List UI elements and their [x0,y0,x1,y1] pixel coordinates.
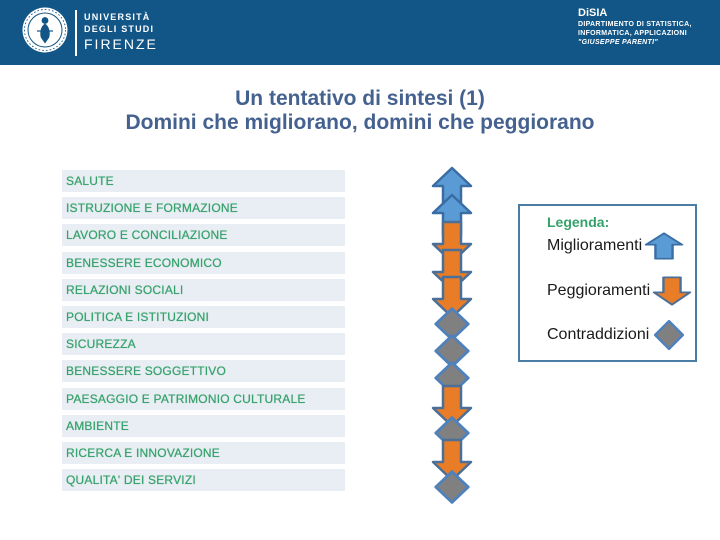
legend-item-contraddizioni: Contraddizioni [547,317,695,353]
domain-row-paesaggio-e-patrimonio-culturale: PAESAGGIO E PATRIMONIO CULTURALE [62,387,345,410]
university-name-line1: UNIVERSITÀ [84,12,151,22]
domain-label: QUALITA' DEI SERVIZI [66,473,196,488]
domain-label: LAVORO E CONCILIAZIONE [66,228,228,243]
diamond-icon-sicurezza [431,329,473,373]
university-seal-icon [22,7,68,53]
up-arrow-icon [644,232,684,260]
legend-item-label: Miglioramenti [547,237,643,254]
legend-box: Legenda: Miglioramenti Peggioramenti Con… [518,204,697,362]
domain-label: AMBIENTE [66,418,129,433]
department-line3: "GIUSEPPE PARENTI" [578,39,658,46]
domain-label: BENESSERE ECONOMICO [66,255,222,270]
domain-row-relazioni-sociali: RELAZIONI SOCIALI [62,278,345,301]
domain-label: ISTRUZIONE E FORMAZIONE [66,201,238,216]
domain-row-politica-e-istituzioni: POLITICA E ISTITUZIONI [62,306,345,328]
legend-item-label: Peggioramenti [547,282,651,299]
slide-title: Un tentativo di sintesi (1) Domini che m… [0,87,720,135]
department-acronym: DiSIA [578,7,608,19]
department-line2: INFORMATICA, APPLICAZIONI [578,30,687,37]
legend-items: Miglioramenti Peggioramenti Contraddizio… [520,231,695,353]
department-line1: DIPARTIMENTO DI STATISTICA, [578,21,692,28]
logo-divider [75,10,77,56]
slide-title-line1: Un tentativo di sintesi (1) [235,87,485,110]
legend-item-miglioramenti: Miglioramenti [547,231,695,261]
university-name-line3: FIRENZE [84,36,158,52]
legend-item-peggioramenti: Peggioramenti [547,274,695,308]
domain-label: PAESAGGIO E PATRIMONIO CULTURALE [66,391,306,406]
down-arrow-icon-ricerca-e-innovazione [431,438,473,482]
domain-label: RICERCA E INNOVAZIONE [66,446,221,460]
slide-title-line2: Domini che migliorano, domini che peggio… [125,111,595,134]
domain-label: RELAZIONI SOCIALI [66,282,184,297]
diamond-icon [651,317,687,353]
legend-title: Legenda: [547,214,610,230]
down-arrow-icon-paesaggio-e-patrimonio-culturale [431,384,473,428]
domain-row-ricerca-e-innovazione: RICERCA E INNOVAZIONE [62,442,345,464]
down-arrow-icon-relazioni-sociali [431,275,473,319]
domain-row-sicurezza: SICUREZZA [62,333,345,356]
university-name: UNIVERSITÀ DEGLI STUDI FIRENZE [84,11,158,53]
domain-label: POLITICA E ISTITUZIONI [66,310,210,324]
department-block: DiSIA DIPARTIMENTO DI STATISTICA, INFORM… [578,7,692,47]
header-bar: UNIVERSITÀ DEGLI STUDI FIRENZE DiSIA DIP… [0,0,720,65]
domain-row-salute: SALUTE [62,170,345,192]
domain-row-benessere-economico: BENESSERE ECONOMICO [62,251,345,274]
diamond-icon-qualita-dei-servizi [431,465,473,509]
domain-row-lavoro-e-conciliazione: LAVORO E CONCILIAZIONE [62,224,345,247]
down-arrow-icon [652,276,692,306]
university-name-line2: DEGLI STUDI [84,24,155,34]
legend-item-label: Contraddizioni [547,326,650,343]
domain-row-ambiente: AMBIENTE [62,414,345,437]
domain-row-qualita-dei-servizi: QUALITA' DEI SERVIZI [62,469,345,492]
domain-label: SALUTE [66,174,114,188]
domain-label: BENESSERE SOGGETTIVO [66,364,227,379]
domain-row-istruzione-e-formazione: ISTRUZIONE E FORMAZIONE [62,197,345,220]
domain-label: SICUREZZA [66,337,136,352]
domain-row-benessere-soggettivo: BENESSERE SOGGETTIVO [62,360,345,383]
diamond-icon-politica-e-istituzioni [431,302,473,346]
